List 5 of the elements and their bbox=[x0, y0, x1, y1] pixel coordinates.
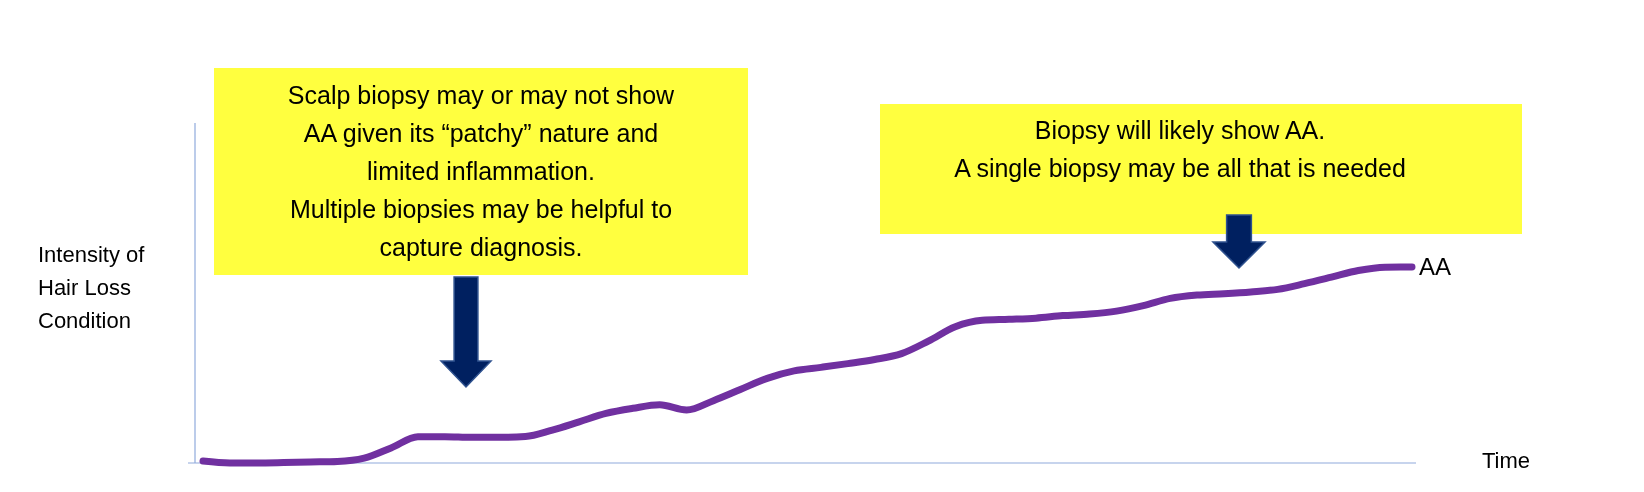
series-label: AA bbox=[1419, 253, 1452, 281]
y-axis-title: Intensity of Hair Loss Condition bbox=[38, 241, 146, 333]
text: Scalp biopsy may or may not show AA given its “patchy” nature and limited inflammation. Multiple biopsies may be helpful to capture diagnosis. bbox=[287, 80, 676, 261]
text: Biopsy will likely show AA. A single biopsy may be all that is needed bbox=[954, 115, 1406, 182]
x-axis-title: Time bbox=[1482, 447, 1531, 473]
